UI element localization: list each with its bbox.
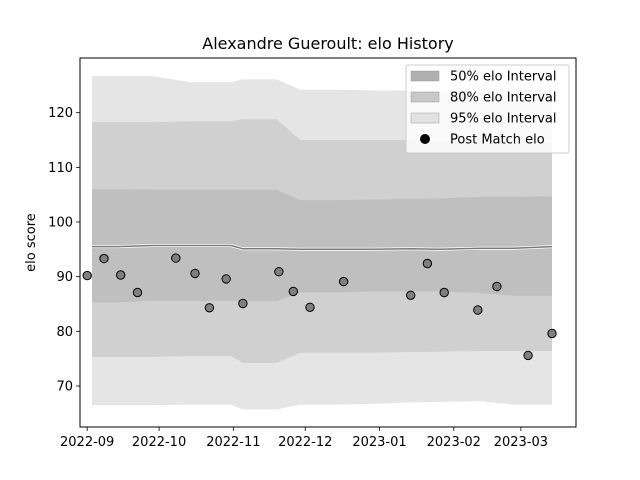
band-80-interval (92, 119, 552, 363)
post-match-points (82, 253, 557, 361)
x-tick-label: 2022-09 (60, 435, 114, 450)
x-tick-label: 2022-12 (278, 435, 332, 450)
post-match-point (492, 281, 502, 292)
interval-bands (92, 76, 552, 410)
x-tick-label: 2022-11 (206, 435, 260, 450)
x-tick-label: 2023-03 (494, 435, 548, 450)
post-match-point (238, 298, 248, 309)
legend: 50% elo Interval 80% elo Interval 95% elo … (405, 64, 570, 154)
y-tick-label: 70 (56, 380, 73, 395)
post-match-point (338, 276, 349, 287)
legend-swatch (410, 91, 440, 103)
post-match-point (422, 258, 433, 269)
legend-label: Post Match elo (450, 133, 545, 148)
legend-label: 50% elo Interval (450, 70, 557, 85)
post-match-point (523, 350, 533, 361)
post-match-point (116, 270, 126, 280)
legend-label: 80% elo Interval (450, 91, 557, 106)
y-tick-label: 120 (48, 106, 73, 121)
legend-swatch (410, 70, 440, 82)
post-match-point (288, 286, 298, 297)
chart-title: Alexandre Gueroult: elo History (202, 34, 454, 53)
plot-area (82, 76, 557, 410)
post-match-point (547, 328, 557, 339)
mean-line-group (92, 244, 553, 251)
y-tick-label: 90 (56, 270, 73, 285)
post-match-point (274, 267, 284, 277)
post-match-point (473, 305, 483, 315)
post-match-point (221, 274, 231, 284)
plot-frame (79, 57, 577, 428)
post-match-point (305, 302, 315, 312)
post-match-point (406, 290, 416, 300)
y-tick-label: 80 (56, 325, 73, 340)
post-match-point (132, 287, 143, 298)
post-match-point (99, 253, 109, 264)
legend-label: 95% elo Interval (450, 112, 557, 127)
x-tick-label: 2023-02 (427, 435, 481, 450)
mean-elo-line (92, 244, 553, 251)
post-match-point (190, 268, 200, 279)
y-axis-ticks: 70 80 90 100 110 120 (48, 106, 80, 395)
band-50-interval (92, 189, 552, 303)
post-match-point (171, 253, 181, 263)
legend-swatch (410, 112, 440, 124)
y-tick-label: 110 (48, 161, 73, 176)
legend-box (405, 64, 570, 154)
x-tick-label: 2023-01 (352, 435, 406, 450)
band-95-interval (92, 76, 552, 410)
post-match-point (204, 303, 215, 313)
post-match-point (82, 270, 92, 281)
x-axis-ticks: 2022-09 2022-10 2022-11 2022-12 2023-01 2023-… (60, 427, 548, 450)
post-match-point (439, 287, 449, 298)
y-axis-label: elo score (24, 213, 39, 272)
legend-marker (420, 134, 430, 144)
x-tick-label: 2022-10 (132, 435, 186, 450)
y-tick-label: 100 (48, 216, 73, 231)
